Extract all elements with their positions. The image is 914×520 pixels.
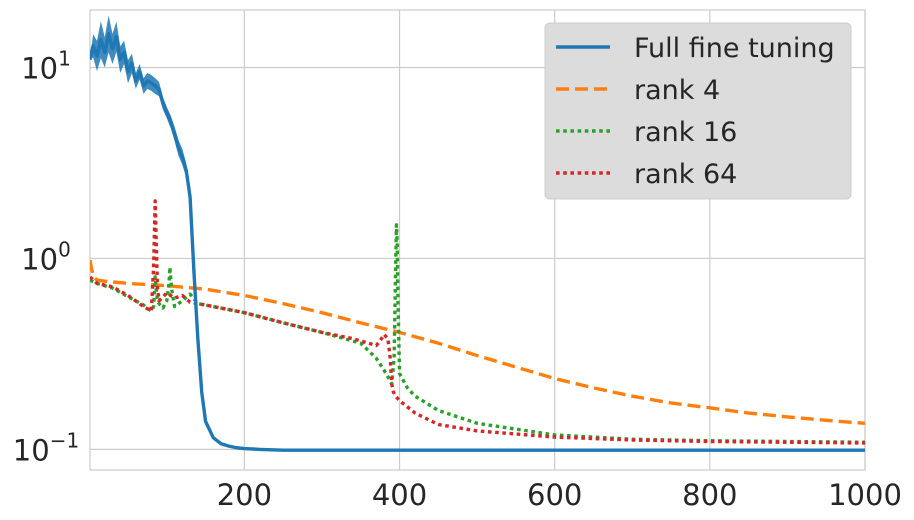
y-tick-label: 100 — [21, 237, 71, 276]
series-line-rank-16 — [90, 223, 865, 444]
legend-label-rank-64: rank 64 — [634, 159, 737, 190]
y-tick-label: 101 — [21, 46, 71, 85]
x-tick-label: 1000 — [828, 478, 902, 512]
y-axis-ticks: 101 100 10−1 — [13, 46, 79, 467]
legend-box — [544, 22, 852, 200]
legend: Full fine tuning rank 4 rank 16 rank 64 — [544, 22, 852, 200]
x-tick-label: 800 — [682, 478, 737, 512]
x-tick-label: 400 — [372, 478, 427, 512]
y-tick-label: 10−1 — [13, 428, 79, 467]
series-layer — [90, 15, 865, 452]
legend-label-full-fine-tuning: Full fine tuning — [634, 33, 835, 64]
series-line-rank-64 — [90, 199, 865, 445]
series-line-full-fine-tuning — [90, 32, 865, 452]
legend-label-rank-4: rank 4 — [634, 75, 720, 106]
plot-frame — [89, 9, 866, 471]
x-tick-label: 200 — [217, 478, 272, 512]
x-tick-label: 600 — [527, 478, 582, 512]
x-axis-ticks: 200 400 600 800 1000 — [217, 478, 902, 512]
legend-label-rank-16: rank 16 — [634, 117, 737, 148]
